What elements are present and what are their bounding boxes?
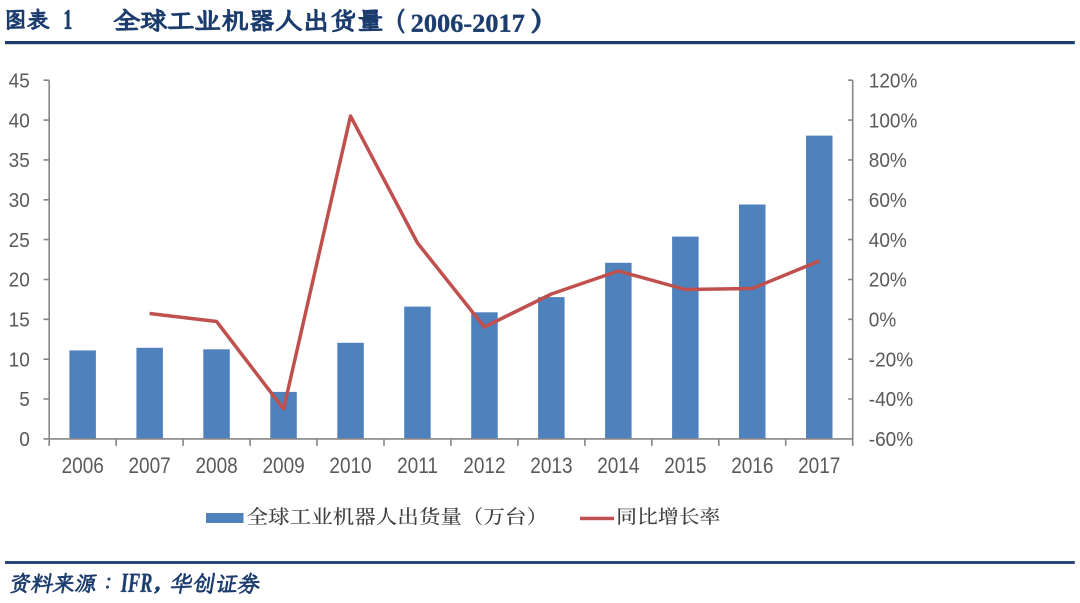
svg-text:-40%: -40% <box>869 389 913 412</box>
svg-text:60%: 60% <box>869 189 907 212</box>
svg-text:-60%: -60% <box>869 428 913 451</box>
svg-text:40: 40 <box>9 110 30 133</box>
svg-text:2011: 2011 <box>397 454 438 479</box>
svg-text:2017: 2017 <box>798 454 840 479</box>
svg-text:2006: 2006 <box>62 454 104 479</box>
svg-text:15: 15 <box>9 309 30 332</box>
svg-text:45: 45 <box>9 70 30 93</box>
svg-text:30: 30 <box>9 189 30 212</box>
svg-text:0%: 0% <box>869 309 896 332</box>
svg-text:20%: 20% <box>869 269 907 292</box>
svg-text:20: 20 <box>9 269 30 292</box>
svg-text:2009: 2009 <box>262 454 304 479</box>
svg-text:2015: 2015 <box>664 454 706 479</box>
svg-text:100%: 100% <box>869 110 918 133</box>
svg-text:0: 0 <box>19 428 30 451</box>
svg-text:2010: 2010 <box>329 454 371 479</box>
svg-text:2012: 2012 <box>463 454 505 479</box>
svg-text:2016: 2016 <box>731 454 773 479</box>
svg-text:5: 5 <box>19 389 30 412</box>
svg-text:35: 35 <box>9 149 30 172</box>
svg-text:40%: 40% <box>869 229 907 252</box>
svg-text:2013: 2013 <box>530 454 572 479</box>
svg-text:2008: 2008 <box>195 454 237 479</box>
svg-text:25: 25 <box>9 229 30 252</box>
svg-text:80%: 80% <box>869 149 907 172</box>
svg-text:2014: 2014 <box>597 454 639 479</box>
svg-text:2007: 2007 <box>128 454 170 479</box>
svg-text:120%: 120% <box>869 70 918 93</box>
svg-text:-20%: -20% <box>869 349 913 372</box>
svg-text:10: 10 <box>9 349 30 372</box>
